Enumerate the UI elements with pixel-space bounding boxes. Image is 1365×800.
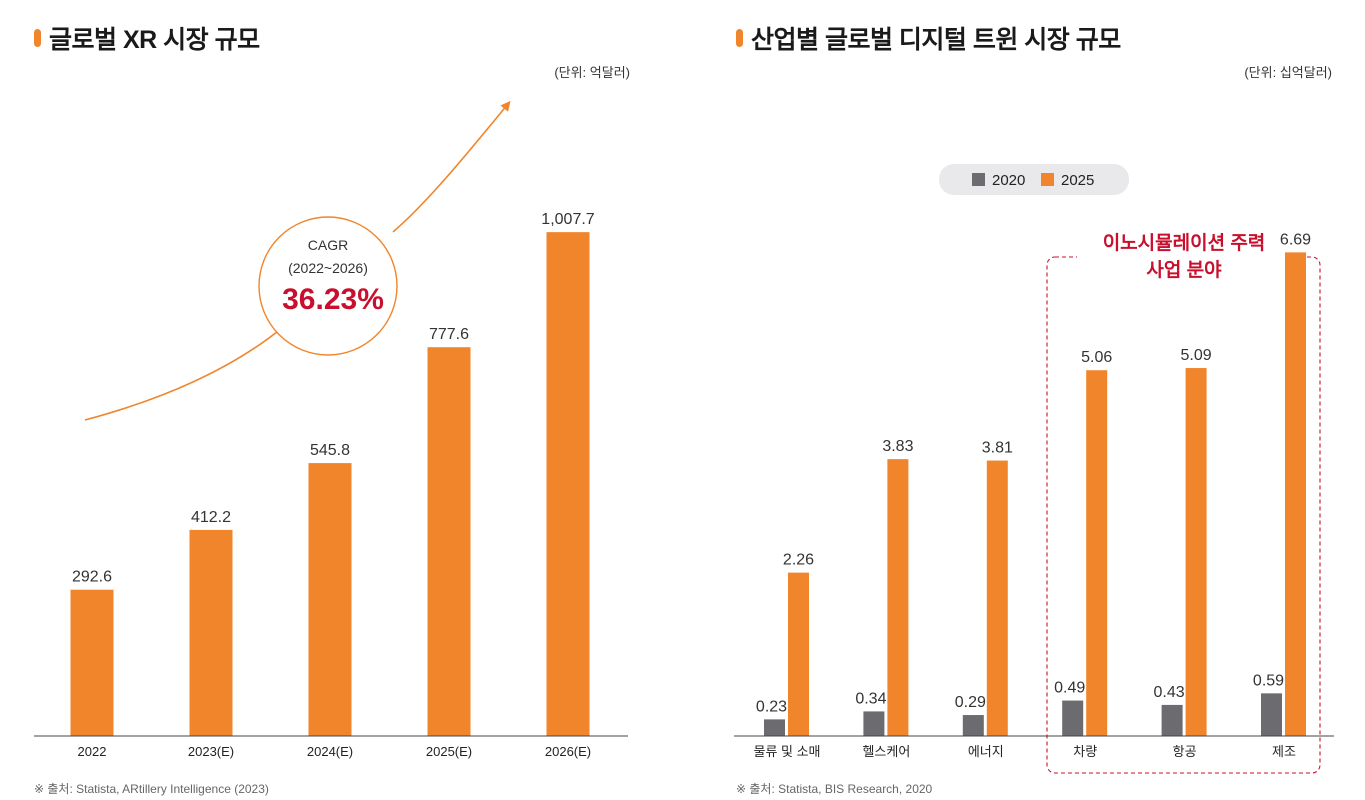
dt-value-label-2020: 0.34 <box>855 690 886 707</box>
xr-category-label: 2024(E) <box>307 744 353 759</box>
dt-unit-label: (단위: 십억달러) <box>1244 65 1332 80</box>
xr-category-label: 2022 <box>78 744 107 759</box>
xr-title-wrap: 글로벌 XR 시장 규모 <box>34 20 260 56</box>
title-marker-icon <box>34 29 41 47</box>
legend-box <box>939 164 1129 195</box>
legend-label-2020: 2020 <box>992 172 1025 189</box>
dt-category-label: 제조 <box>1272 744 1296 759</box>
dt-bar-2025 <box>1185 368 1207 736</box>
dt-value-label-2025: 3.81 <box>982 440 1013 457</box>
xr-bar <box>70 589 114 736</box>
xr-value-label: 777.6 <box>429 326 469 343</box>
dt-category-label: 에너지 <box>968 744 1004 759</box>
cagr-label: CAGR <box>308 237 348 253</box>
dt-value-label-2020: 0.23 <box>756 698 787 715</box>
dt-category-label: 차량 <box>1073 744 1097 759</box>
dt-title-wrap: 산업별 글로벌 디지털 트윈 시장 규모 <box>736 20 1121 56</box>
xr-market-panel: 글로벌 XR 시장 규모 (단위: 억달러) CAGR (2022~2026) … <box>0 0 682 800</box>
dt-bar-2025 <box>986 460 1008 736</box>
dt-bar-chart: 2020 2025 이노시뮬레이션 주력 사업 분야 0.23 2.26 물류 및 … <box>734 164 1334 774</box>
legend-swatch-2025 <box>1041 173 1054 186</box>
dt-bar-2020 <box>863 711 885 736</box>
dt-bar-2025 <box>1086 370 1108 736</box>
dt-value-label-2025: 6.69 <box>1280 231 1311 248</box>
growth-arrow-upper <box>392 100 511 233</box>
xr-bar-chart: CAGR (2022~2026) 36.23% 292.6 2022 412.2 20… <box>34 100 628 759</box>
cagr-value: 36.23% <box>282 283 384 316</box>
xr-bar <box>427 347 471 736</box>
dt-category-label: 항공 <box>1173 744 1197 759</box>
xr-chart-title: 글로벌 XR 시장 규모 <box>49 26 260 54</box>
digital-twin-panel: 산업별 글로벌 디지털 트윈 시장 규모 (단위: 십억달러) 2020 202… <box>682 0 1365 800</box>
cagr-period: (2022~2026) <box>288 260 368 276</box>
dt-value-label-2025: 5.09 <box>1181 347 1212 364</box>
highlight-line2: 사업 분야 <box>1146 259 1222 281</box>
xr-source-note: ※ 출처: Statista, ARtillery Intelligence (… <box>34 782 269 796</box>
dt-value-label-2025: 3.83 <box>882 438 913 455</box>
xr-category-label: 2026(E) <box>545 744 591 759</box>
dt-bar-2020 <box>1062 700 1084 736</box>
dt-value-label-2020: 0.43 <box>1154 684 1185 701</box>
xr-value-label: 412.2 <box>191 509 231 526</box>
legend-label-2025: 2025 <box>1061 172 1094 189</box>
xr-category-label: 2023(E) <box>188 744 234 759</box>
xr-value-label: 545.8 <box>310 442 350 459</box>
cagr-circle <box>258 216 398 356</box>
dt-chart-title: 산업별 글로벌 디지털 트윈 시장 규모 <box>751 26 1121 54</box>
xr-category-label: 2025(E) <box>426 744 472 759</box>
xr-bar <box>308 463 352 736</box>
dt-bar-2020 <box>1261 693 1282 736</box>
dt-value-label-2020: 0.49 <box>1054 680 1085 697</box>
xr-value-label: 1,007.7 <box>541 211 594 228</box>
dt-bar-2025 <box>1285 252 1306 736</box>
title-marker-icon <box>736 29 743 47</box>
highlight-label-bg <box>1077 226 1289 282</box>
dt-value-label-2020: 0.29 <box>955 694 986 711</box>
dt-bar-2020 <box>764 719 785 736</box>
growth-arrow-lower <box>84 327 283 421</box>
dt-source-note: ※ 출처: Statista, BIS Research, 2020 <box>736 782 933 796</box>
xr-bar <box>189 529 233 736</box>
highlight-line1: 이노시뮬레이션 주력 <box>1103 232 1266 254</box>
dt-bar-2025 <box>788 572 809 736</box>
dt-bar-2025 <box>887 459 909 736</box>
dt-bar-2020 <box>962 715 984 736</box>
xr-value-label: 292.6 <box>72 569 112 586</box>
xr-unit-label: (단위: 억달러) <box>554 65 630 80</box>
dt-value-label-2025: 2.26 <box>783 552 814 569</box>
xr-bar <box>546 232 590 736</box>
legend-swatch-2020 <box>972 173 985 186</box>
dt-value-label-2025: 5.06 <box>1081 349 1112 366</box>
dt-bar-2020 <box>1161 704 1183 736</box>
dt-value-label-2020: 0.59 <box>1253 672 1284 689</box>
dt-category-label: 헬스케어 <box>862 744 910 759</box>
dt-category-label: 물류 및 소매 <box>753 744 820 759</box>
